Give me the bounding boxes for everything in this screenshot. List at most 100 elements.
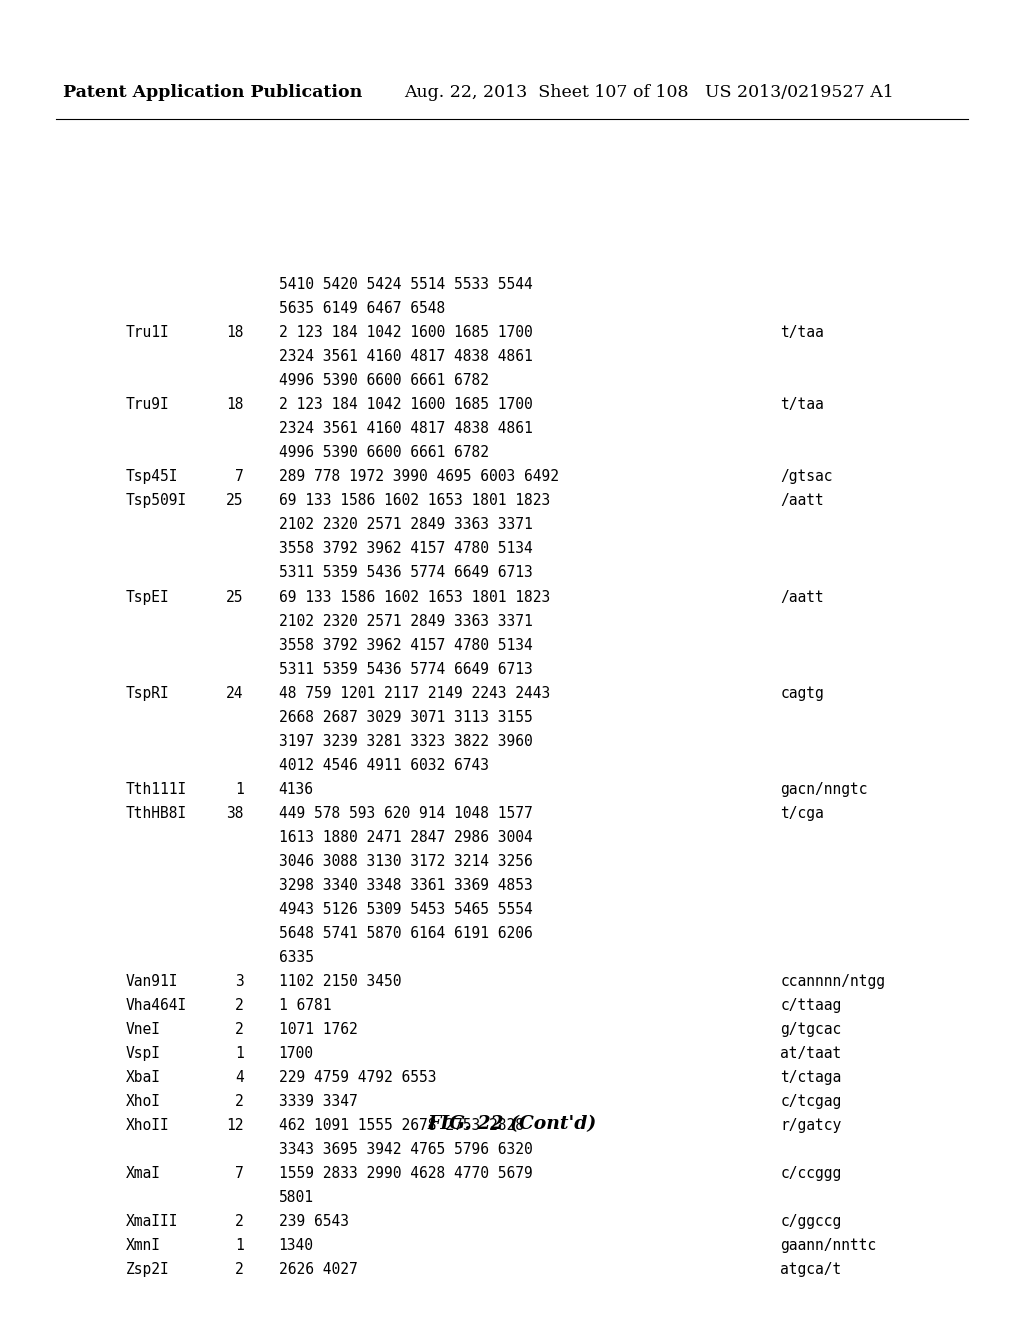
Text: 3558 3792 3962 4157 4780 5134: 3558 3792 3962 4157 4780 5134 bbox=[279, 541, 532, 557]
Text: 1613 1880 2471 2847 2986 3004: 1613 1880 2471 2847 2986 3004 bbox=[279, 830, 532, 845]
Text: 1: 1 bbox=[234, 1238, 244, 1253]
Text: Van91I: Van91I bbox=[126, 974, 178, 989]
Text: XbaI: XbaI bbox=[126, 1071, 161, 1085]
Text: 25: 25 bbox=[226, 590, 244, 605]
Text: 449 578 593 620 914 1048 1577: 449 578 593 620 914 1048 1577 bbox=[279, 805, 532, 821]
Text: XmaIII: XmaIII bbox=[126, 1214, 178, 1229]
Text: c/ggccg: c/ggccg bbox=[780, 1214, 842, 1229]
Text: 5801: 5801 bbox=[279, 1191, 313, 1205]
Text: 18: 18 bbox=[226, 397, 244, 412]
Text: Zsp2I: Zsp2I bbox=[126, 1262, 170, 1278]
Text: 3558 3792 3962 4157 4780 5134: 3558 3792 3962 4157 4780 5134 bbox=[279, 638, 532, 652]
Text: t/ctaga: t/ctaga bbox=[780, 1071, 842, 1085]
Text: 1559 2833 2990 4628 4770 5679: 1559 2833 2990 4628 4770 5679 bbox=[279, 1166, 532, 1181]
Text: atgca/t: atgca/t bbox=[780, 1262, 842, 1278]
Text: 3: 3 bbox=[234, 974, 244, 989]
Text: TspRI: TspRI bbox=[126, 685, 170, 701]
Text: 2: 2 bbox=[234, 1094, 244, 1109]
Text: 5410 5420 5424 5514 5533 5544: 5410 5420 5424 5514 5533 5544 bbox=[279, 277, 532, 292]
Text: Tru9I: Tru9I bbox=[126, 397, 170, 412]
Text: FIG. 22 (Cont'd): FIG. 22 (Cont'd) bbox=[427, 1115, 597, 1134]
Text: 48 759 1201 2117 2149 2243 2443: 48 759 1201 2117 2149 2243 2443 bbox=[279, 685, 550, 701]
Text: 5635 6149 6467 6548: 5635 6149 6467 6548 bbox=[279, 301, 444, 317]
Text: 2 123 184 1042 1600 1685 1700: 2 123 184 1042 1600 1685 1700 bbox=[279, 325, 532, 341]
Text: Aug. 22, 2013  Sheet 107 of 108   US 2013/0219527 A1: Aug. 22, 2013 Sheet 107 of 108 US 2013/0… bbox=[404, 84, 894, 100]
Text: at/taat: at/taat bbox=[780, 1045, 842, 1061]
Text: 1102 2150 3450: 1102 2150 3450 bbox=[279, 974, 401, 989]
Text: 7: 7 bbox=[234, 1166, 244, 1181]
Text: 1071 1762: 1071 1762 bbox=[279, 1022, 357, 1038]
Text: c/ccggg: c/ccggg bbox=[780, 1166, 842, 1181]
Text: Tsp509I: Tsp509I bbox=[126, 494, 187, 508]
Text: 4996 5390 6600 6661 6782: 4996 5390 6600 6661 6782 bbox=[279, 445, 488, 461]
Text: 1: 1 bbox=[234, 781, 244, 797]
Text: 4136: 4136 bbox=[279, 781, 313, 797]
Text: TthHB8I: TthHB8I bbox=[126, 805, 187, 821]
Text: ccannnn/ntgg: ccannnn/ntgg bbox=[780, 974, 886, 989]
Text: 5311 5359 5436 5774 6649 6713: 5311 5359 5436 5774 6649 6713 bbox=[279, 565, 532, 581]
Text: /aatt: /aatt bbox=[780, 494, 824, 508]
Text: Tru1I: Tru1I bbox=[126, 325, 170, 341]
Text: VneI: VneI bbox=[126, 1022, 161, 1038]
Text: 2102 2320 2571 2849 3363 3371: 2102 2320 2571 2849 3363 3371 bbox=[279, 614, 532, 628]
Text: 3046 3088 3130 3172 3214 3256: 3046 3088 3130 3172 3214 3256 bbox=[279, 854, 532, 869]
Text: XhoI: XhoI bbox=[126, 1094, 161, 1109]
Text: t/taa: t/taa bbox=[780, 397, 824, 412]
Text: 289 778 1972 3990 4695 6003 6492: 289 778 1972 3990 4695 6003 6492 bbox=[279, 470, 558, 484]
Text: c/ttaag: c/ttaag bbox=[780, 998, 842, 1012]
Text: 239 6543: 239 6543 bbox=[279, 1214, 348, 1229]
Text: 24: 24 bbox=[226, 685, 244, 701]
Text: t/cga: t/cga bbox=[780, 805, 824, 821]
Text: cagtg: cagtg bbox=[780, 685, 824, 701]
Text: 2102 2320 2571 2849 3363 3371: 2102 2320 2571 2849 3363 3371 bbox=[279, 517, 532, 532]
Text: 1700: 1700 bbox=[279, 1045, 313, 1061]
Text: VspI: VspI bbox=[126, 1045, 161, 1061]
Text: 5311 5359 5436 5774 6649 6713: 5311 5359 5436 5774 6649 6713 bbox=[279, 661, 532, 677]
Text: XmnI: XmnI bbox=[126, 1238, 161, 1253]
Text: 2324 3561 4160 4817 4838 4861: 2324 3561 4160 4817 4838 4861 bbox=[279, 421, 532, 437]
Text: t/taa: t/taa bbox=[780, 325, 824, 341]
Text: XmaI: XmaI bbox=[126, 1166, 161, 1181]
Text: 3339 3347: 3339 3347 bbox=[279, 1094, 357, 1109]
Text: 229 4759 4792 6553: 229 4759 4792 6553 bbox=[279, 1071, 436, 1085]
Text: Vha464I: Vha464I bbox=[126, 998, 187, 1012]
Text: /aatt: /aatt bbox=[780, 590, 824, 605]
Text: 6335: 6335 bbox=[279, 950, 313, 965]
Text: 4943 5126 5309 5453 5465 5554: 4943 5126 5309 5453 5465 5554 bbox=[279, 902, 532, 917]
Text: 3197 3239 3281 3323 3822 3960: 3197 3239 3281 3323 3822 3960 bbox=[279, 734, 532, 748]
Text: 69 133 1586 1602 1653 1801 1823: 69 133 1586 1602 1653 1801 1823 bbox=[279, 590, 550, 605]
Text: Tsp45I: Tsp45I bbox=[126, 470, 178, 484]
Text: 1340: 1340 bbox=[279, 1238, 313, 1253]
Text: 2668 2687 3029 3071 3113 3155: 2668 2687 3029 3071 3113 3155 bbox=[279, 710, 532, 725]
Text: TspEI: TspEI bbox=[126, 590, 170, 605]
Text: 2: 2 bbox=[234, 998, 244, 1012]
Text: 2626 4027: 2626 4027 bbox=[279, 1262, 357, 1278]
Text: gaann/nnttc: gaann/nnttc bbox=[780, 1238, 877, 1253]
Text: c/tcgag: c/tcgag bbox=[780, 1094, 842, 1109]
Text: 69 133 1586 1602 1653 1801 1823: 69 133 1586 1602 1653 1801 1823 bbox=[279, 494, 550, 508]
Text: 18: 18 bbox=[226, 325, 244, 341]
Text: 12: 12 bbox=[226, 1118, 244, 1133]
Text: 2324 3561 4160 4817 4838 4861: 2324 3561 4160 4817 4838 4861 bbox=[279, 350, 532, 364]
Text: 462 1091 1555 2678 2753 2828: 462 1091 1555 2678 2753 2828 bbox=[279, 1118, 523, 1133]
Text: 2: 2 bbox=[234, 1214, 244, 1229]
Text: 2: 2 bbox=[234, 1262, 244, 1278]
Text: /gtsac: /gtsac bbox=[780, 470, 833, 484]
Text: 38: 38 bbox=[226, 805, 244, 821]
Text: 2: 2 bbox=[234, 1022, 244, 1038]
Text: gacn/nngtc: gacn/nngtc bbox=[780, 781, 867, 797]
Text: 4012 4546 4911 6032 6743: 4012 4546 4911 6032 6743 bbox=[279, 758, 488, 772]
Text: 3298 3340 3348 3361 3369 4853: 3298 3340 3348 3361 3369 4853 bbox=[279, 878, 532, 892]
Text: 25: 25 bbox=[226, 494, 244, 508]
Text: g/tgcac: g/tgcac bbox=[780, 1022, 842, 1038]
Text: Tth111I: Tth111I bbox=[126, 781, 187, 797]
Text: r/gatcy: r/gatcy bbox=[780, 1118, 842, 1133]
Text: 1 6781: 1 6781 bbox=[279, 998, 331, 1012]
Text: 4996 5390 6600 6661 6782: 4996 5390 6600 6661 6782 bbox=[279, 374, 488, 388]
Text: 1: 1 bbox=[234, 1045, 244, 1061]
Text: Patent Application Publication: Patent Application Publication bbox=[63, 84, 362, 100]
Text: 4: 4 bbox=[234, 1071, 244, 1085]
Text: 2 123 184 1042 1600 1685 1700: 2 123 184 1042 1600 1685 1700 bbox=[279, 397, 532, 412]
Text: XhoII: XhoII bbox=[126, 1118, 170, 1133]
Text: 3343 3695 3942 4765 5796 6320: 3343 3695 3942 4765 5796 6320 bbox=[279, 1142, 532, 1158]
